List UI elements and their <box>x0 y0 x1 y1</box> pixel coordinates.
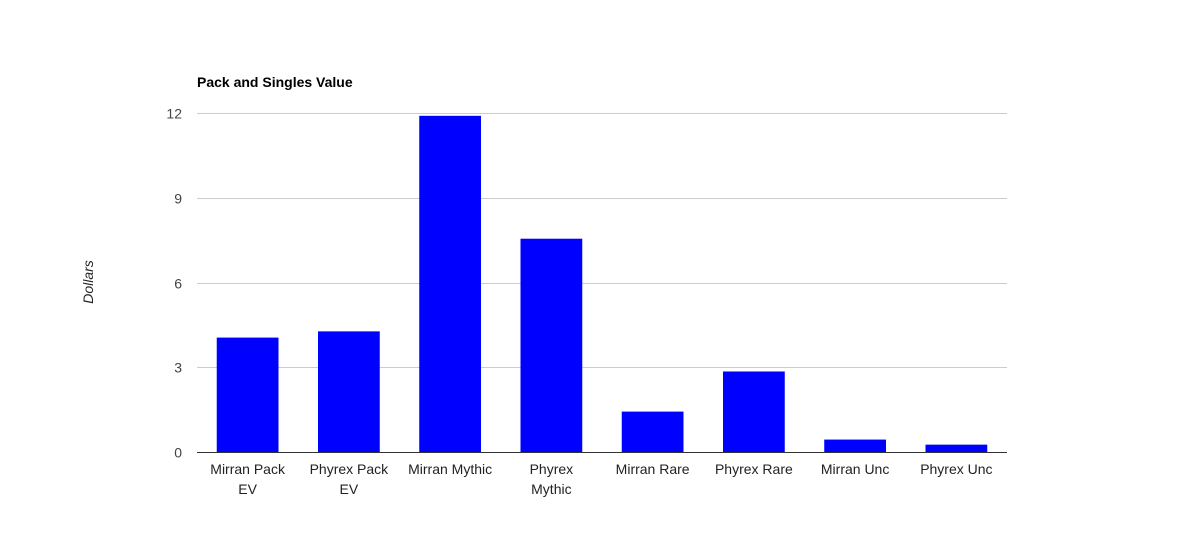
x-category-label: Phyrex Unc <box>920 461 992 477</box>
y-tick-label: 12 <box>166 106 182 122</box>
y-tick-label: 6 <box>174 276 182 292</box>
bar <box>925 444 988 452</box>
bar <box>317 331 380 452</box>
bar <box>419 115 482 452</box>
chart-title: Pack and Singles Value <box>197 74 353 90</box>
y-axis-ticks: 0 3 6 9 12 <box>166 106 182 461</box>
bar <box>216 337 279 452</box>
x-category-label: Mirran Unc <box>821 461 889 477</box>
y-tick-label: 3 <box>174 360 182 376</box>
x-axis-categories: Mirran Pack EV Phyrex Pack EV Mirran Mythic P… <box>210 461 992 497</box>
gridlines <box>197 113 1007 368</box>
bar <box>824 439 887 452</box>
bar <box>722 371 785 452</box>
x-category-label: Mirran Pack EV <box>210 461 286 497</box>
x-category-label: Mirran Rare <box>616 461 690 477</box>
y-axis-label: Dollars <box>80 260 96 304</box>
y-tick-label: 9 <box>174 191 182 207</box>
x-category-label: Phyrex Rare <box>715 461 793 477</box>
y-tick-label: 0 <box>174 445 182 461</box>
bars <box>216 115 988 452</box>
x-category-label: Phyrex Pack EV <box>310 461 390 497</box>
bar <box>520 238 583 452</box>
bar <box>621 411 684 452</box>
x-category-label: Mirran Mythic <box>408 461 492 477</box>
x-category-label: Phyrex Mythic <box>530 461 574 497</box>
